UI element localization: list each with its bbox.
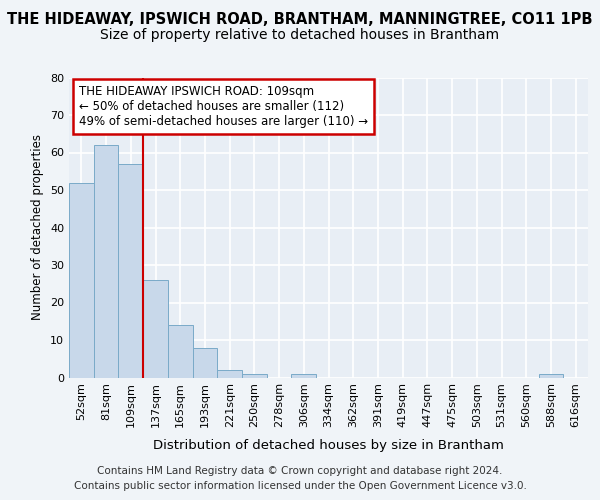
Bar — [539, 374, 563, 378]
Bar — [292, 374, 316, 378]
Bar — [94, 145, 118, 378]
Y-axis label: Number of detached properties: Number of detached properties — [31, 134, 44, 320]
Bar — [242, 374, 267, 378]
Bar — [193, 348, 217, 378]
Text: Contains public sector information licensed under the Open Government Licence v3: Contains public sector information licen… — [74, 481, 526, 491]
Bar — [118, 164, 143, 378]
Text: THE HIDEAWAY IPSWICH ROAD: 109sqm
← 50% of detached houses are smaller (112)
49%: THE HIDEAWAY IPSWICH ROAD: 109sqm ← 50% … — [79, 85, 368, 128]
Bar — [143, 280, 168, 378]
Bar — [168, 325, 193, 378]
Bar — [69, 182, 94, 378]
X-axis label: Distribution of detached houses by size in Brantham: Distribution of detached houses by size … — [153, 438, 504, 452]
Bar — [217, 370, 242, 378]
Text: Contains HM Land Registry data © Crown copyright and database right 2024.: Contains HM Land Registry data © Crown c… — [97, 466, 503, 476]
Text: THE HIDEAWAY, IPSWICH ROAD, BRANTHAM, MANNINGTREE, CO11 1PB: THE HIDEAWAY, IPSWICH ROAD, BRANTHAM, MA… — [7, 12, 593, 28]
Text: Size of property relative to detached houses in Brantham: Size of property relative to detached ho… — [100, 28, 500, 42]
